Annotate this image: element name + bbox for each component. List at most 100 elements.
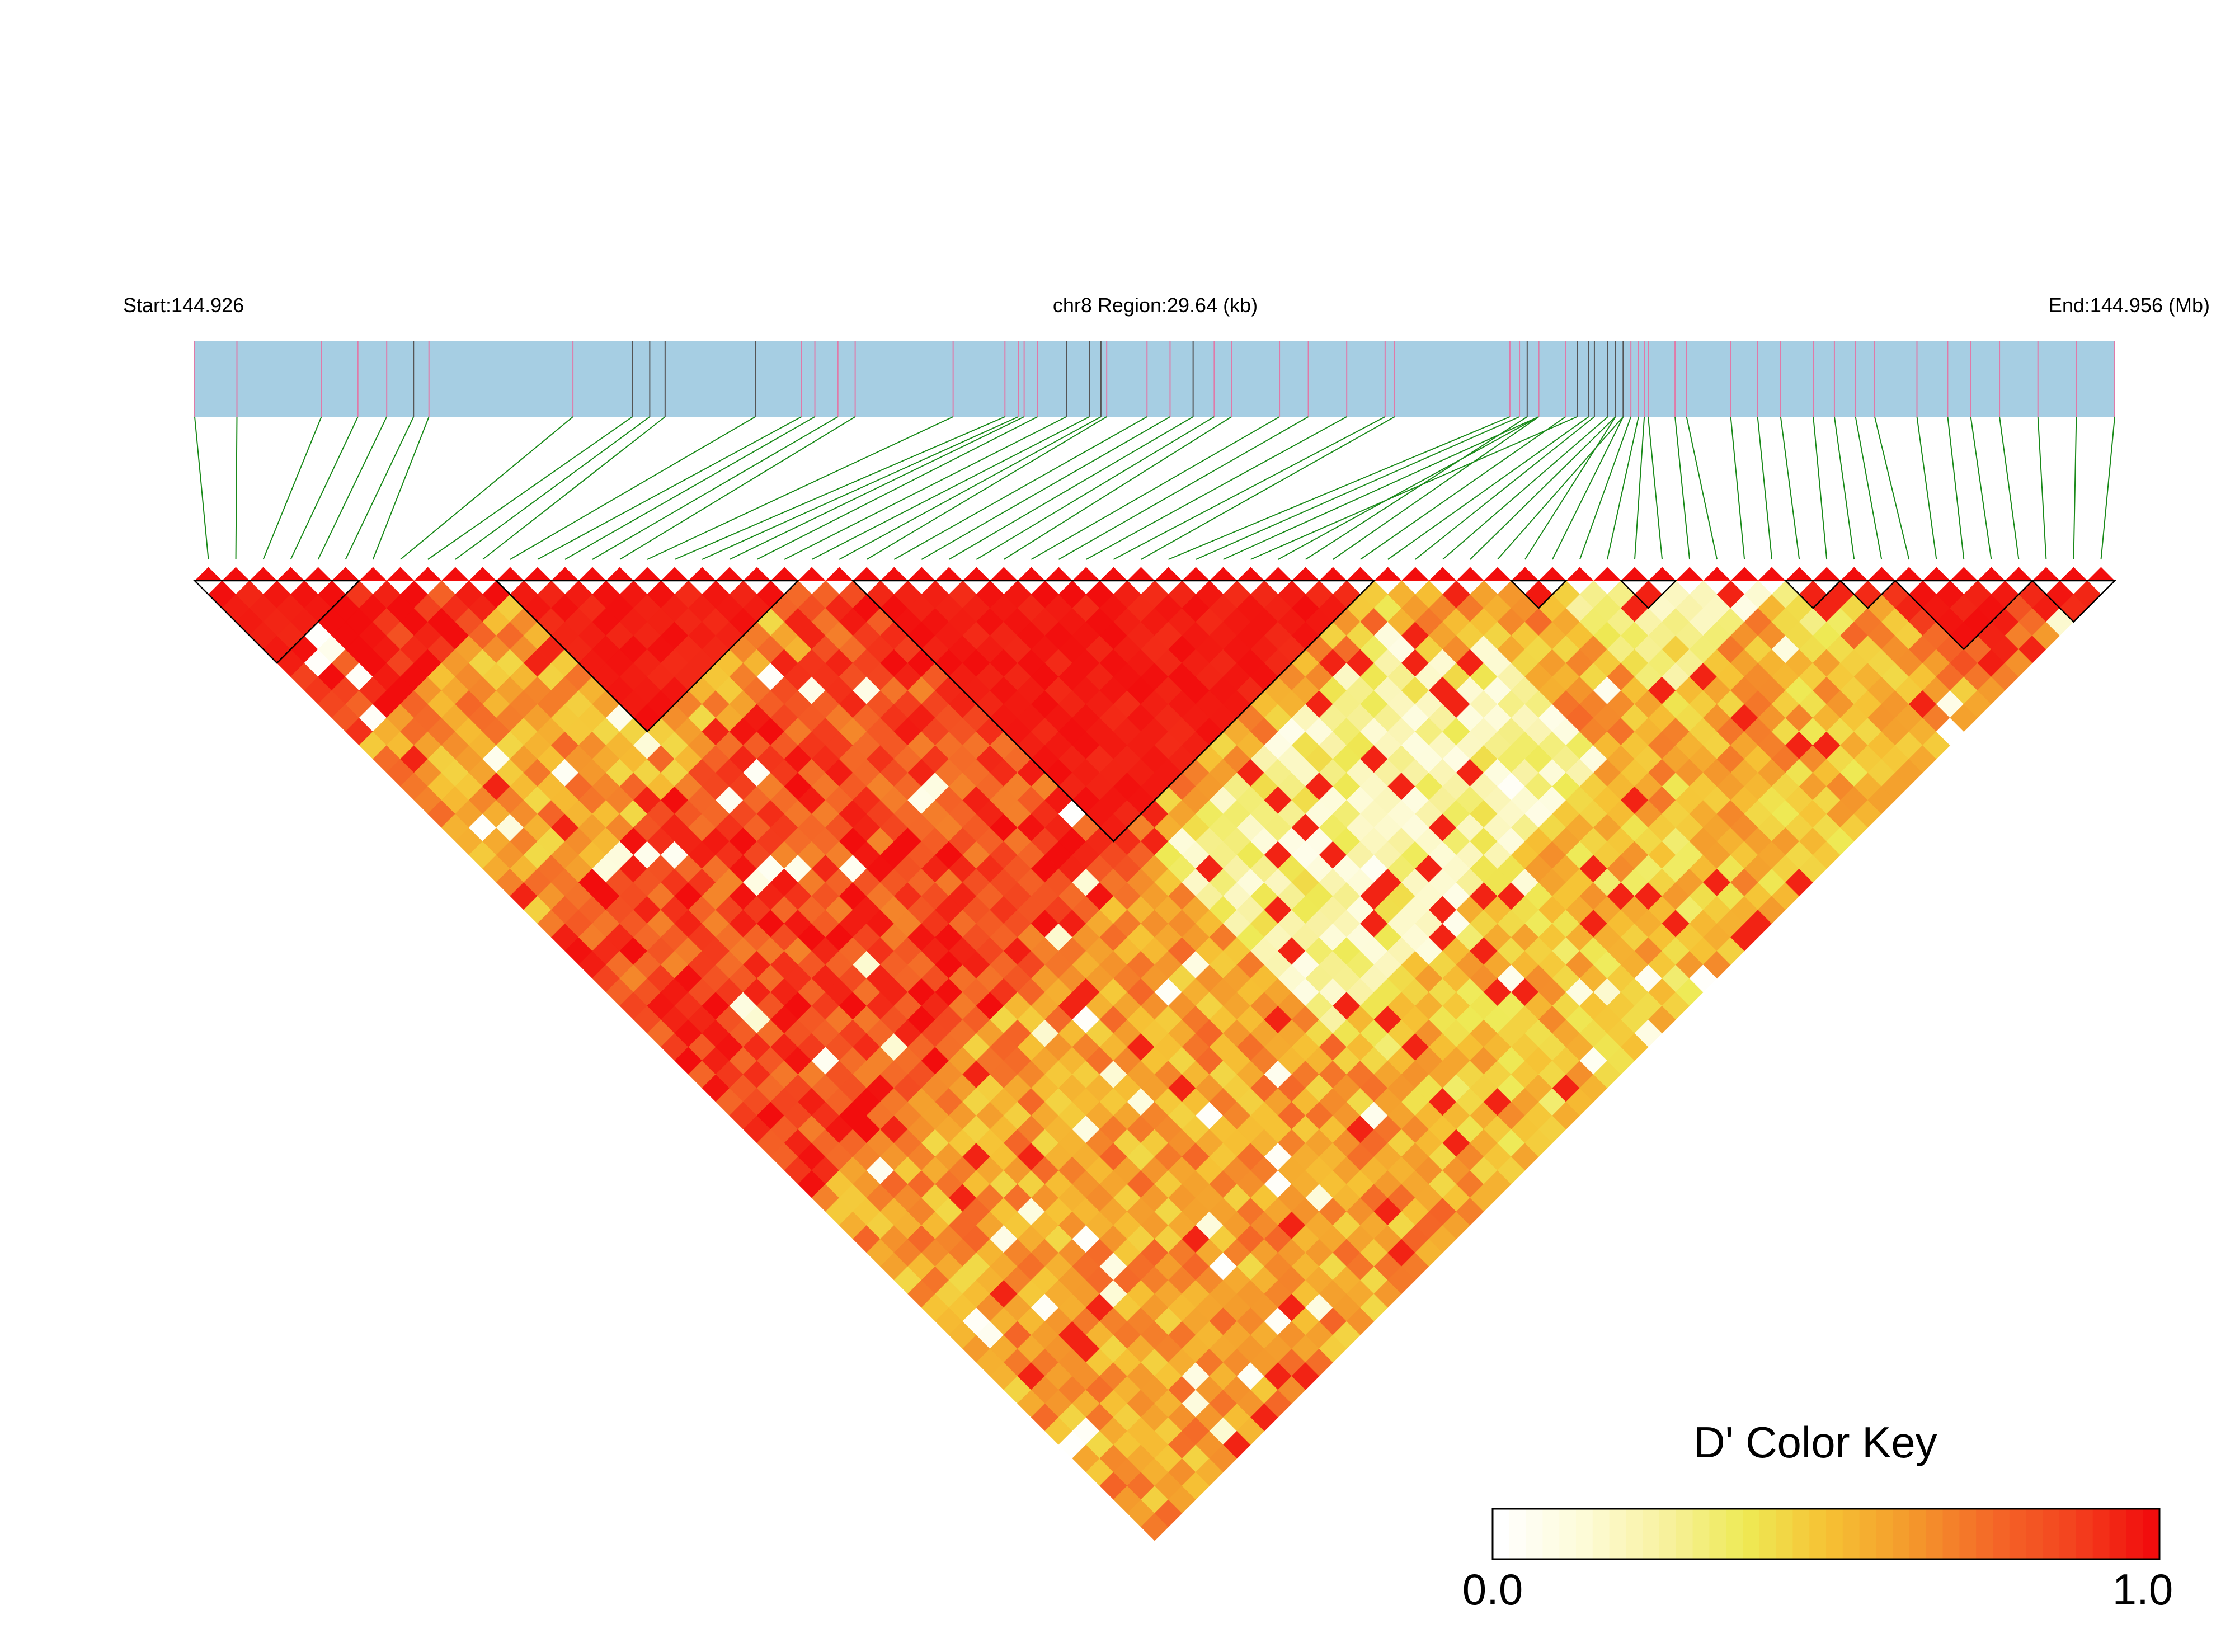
snp-marker xyxy=(2005,567,2032,581)
snp-connector xyxy=(262,416,322,560)
color-key-step xyxy=(2143,1509,2160,1559)
color-key-max-label: 1.0 xyxy=(2112,1565,2173,1614)
snp-marker xyxy=(1950,567,1978,581)
snp-marker xyxy=(1703,567,1731,581)
snp-connector xyxy=(1113,416,1386,560)
color-key-step xyxy=(1709,1509,1726,1559)
snp-connector xyxy=(2037,416,2047,560)
snp-marker xyxy=(661,567,689,581)
color-key-step xyxy=(1509,1509,1527,1559)
snp-connector xyxy=(619,416,856,560)
snp-marker xyxy=(688,567,716,581)
snp-connector xyxy=(1970,416,1992,560)
snp-marker xyxy=(2032,567,2060,581)
snp-connector xyxy=(1058,416,1309,560)
snp-marker xyxy=(1977,567,2005,581)
snp-connector xyxy=(948,416,1194,560)
snp-connector xyxy=(866,416,1107,560)
color-key-step xyxy=(1826,1509,1843,1559)
color-key-step xyxy=(2109,1509,2127,1559)
color-key-step xyxy=(1909,1509,1927,1559)
color-key-step xyxy=(1542,1509,1560,1559)
snp-marker xyxy=(2059,567,2087,581)
color-key-step xyxy=(2026,1509,2044,1559)
color-key-step xyxy=(1576,1509,1593,1559)
snp-connector-lines xyxy=(194,416,2115,560)
snp-connector xyxy=(1579,416,1632,560)
color-key-step xyxy=(2043,1509,2060,1559)
snp-marker xyxy=(1895,567,1923,581)
color-key-title: D' Color Key xyxy=(1693,1418,1937,1467)
snp-connector xyxy=(317,416,388,560)
snp-connector xyxy=(1003,416,1232,560)
snp-marker xyxy=(880,567,908,581)
snp-connector xyxy=(1606,416,1639,560)
snp-marker xyxy=(551,567,579,581)
end-label: End:144.956 (Mb) xyxy=(2049,294,2210,317)
color-key-step xyxy=(1609,1509,1627,1559)
color-key-step xyxy=(1976,1509,1993,1559)
snp-connector xyxy=(1634,416,1645,560)
snp-marker xyxy=(1593,567,1621,581)
snp-connector xyxy=(811,416,1090,560)
color-key-step xyxy=(1692,1509,1710,1559)
snp-marker xyxy=(1676,567,1704,581)
snp-connector xyxy=(537,416,802,560)
color-key-step xyxy=(1926,1509,1944,1559)
snp-marker xyxy=(1127,567,1155,581)
snp-position-markers xyxy=(194,341,2115,417)
snp-connector xyxy=(1085,416,1347,560)
haplotype-block xyxy=(1838,580,1897,609)
snp-connector xyxy=(1140,416,1395,560)
snp-connector xyxy=(1757,416,1773,560)
snp-connector xyxy=(1442,416,1608,560)
snp-connector xyxy=(592,416,839,560)
snp-marker xyxy=(1456,567,1484,581)
haplotype-block xyxy=(1893,580,2034,651)
color-key-step xyxy=(1842,1509,1860,1559)
color-key-step xyxy=(1559,1509,1577,1559)
snp-marker xyxy=(1182,567,1210,581)
snp-connector xyxy=(1278,416,1539,560)
snp-marker xyxy=(1758,567,1786,581)
snp-connector xyxy=(1250,416,1578,560)
snp-connector xyxy=(1524,416,1616,560)
snp-connector xyxy=(729,416,1025,560)
snp-marker xyxy=(304,567,332,581)
snp-marker xyxy=(250,567,277,581)
snp-connector xyxy=(647,416,954,560)
snp-connector xyxy=(194,416,209,560)
color-key-step xyxy=(1792,1509,1810,1559)
snp-marker xyxy=(1813,567,1841,581)
snp-marker xyxy=(222,567,250,581)
snp-marker xyxy=(798,567,826,581)
haplotype-block xyxy=(1784,580,1842,609)
snp-marker xyxy=(1044,567,1072,581)
snp-marker xyxy=(195,567,222,581)
snp-connector xyxy=(1874,416,1910,560)
snp-marker xyxy=(1429,567,1457,581)
snp-marker xyxy=(633,567,661,581)
snp-marker xyxy=(414,567,442,581)
snp-marker xyxy=(1648,567,1676,581)
color-key-step xyxy=(2076,1509,2093,1559)
snp-connector xyxy=(893,416,1147,560)
snp-marker xyxy=(606,567,634,581)
snp-connector xyxy=(345,416,415,560)
snp-marker xyxy=(496,567,524,581)
snp-marker xyxy=(1292,567,1320,581)
snp-marker xyxy=(1401,567,1429,581)
snp-connector xyxy=(235,416,238,560)
snp-connector xyxy=(1730,416,1745,560)
snp-marker xyxy=(1264,567,1292,581)
snp-marker xyxy=(387,567,415,581)
color-key-steps xyxy=(1491,1508,2161,1560)
color-key-step xyxy=(1526,1509,1544,1559)
haplotype-block xyxy=(851,580,1376,843)
snp-marker xyxy=(1347,567,1375,581)
snp-connector xyxy=(455,416,650,560)
color-key-step xyxy=(1592,1509,1610,1559)
snp-marker xyxy=(2087,567,2115,581)
start-label: Start:144.926 xyxy=(123,294,244,317)
